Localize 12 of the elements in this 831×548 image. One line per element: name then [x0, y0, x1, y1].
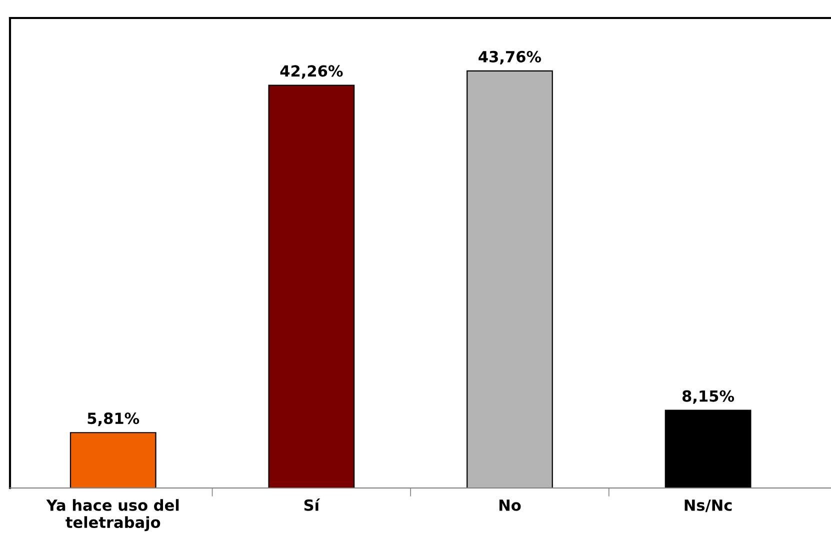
- bar: [268, 84, 355, 488]
- data-label: 42,26%: [280, 65, 343, 79]
- x-tick-label: No: [500, 500, 521, 511]
- x-tick-label: Ya hace uso del teletrabajo: [46, 499, 179, 532]
- x-tick-label: Ns/Nc: [684, 500, 732, 512]
- bar: [664, 410, 752, 488]
- bar: [70, 432, 156, 488]
- data-label: 8,15%: [682, 390, 734, 404]
- data-label: 5,81%: [88, 412, 140, 426]
- bar: [466, 70, 553, 488]
- x-tick-label: Sí: [304, 498, 320, 511]
- data-label: 43,76%: [478, 50, 542, 64]
